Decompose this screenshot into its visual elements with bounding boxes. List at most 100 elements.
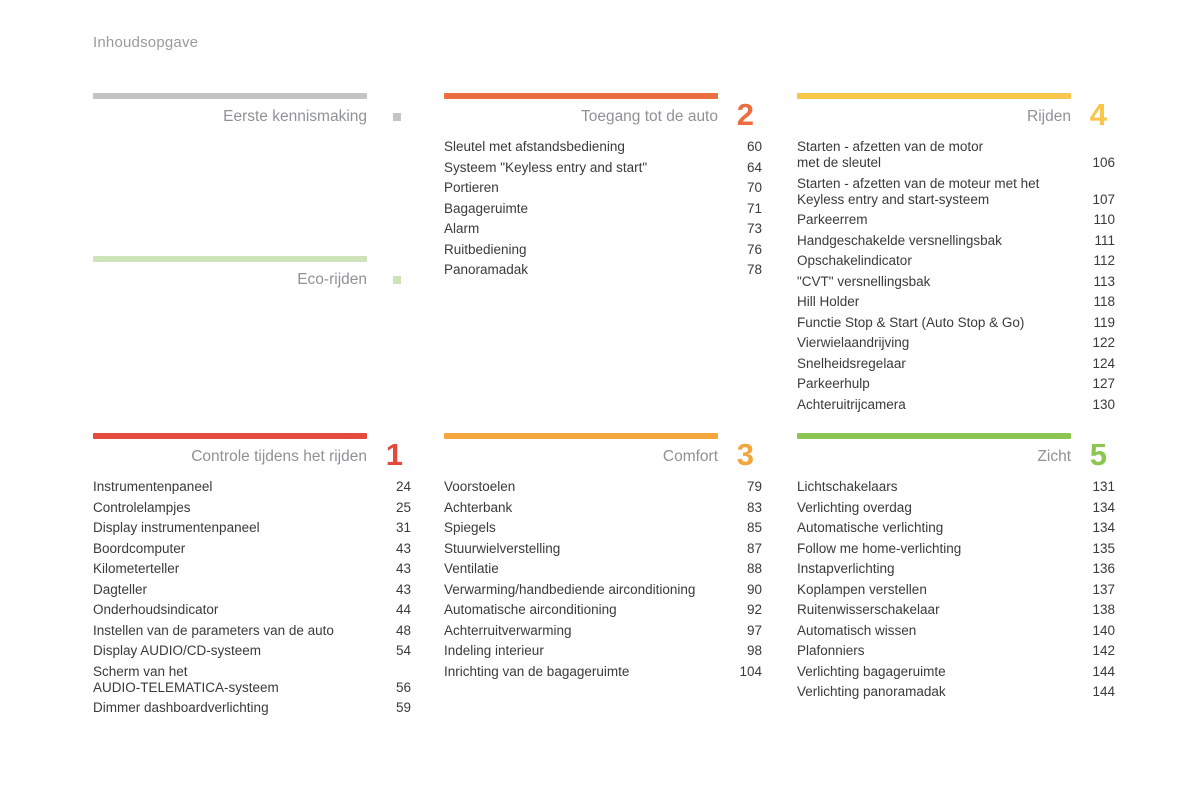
toc-entry: Sleutel met afstandsbediening 60	[444, 139, 762, 155]
toc-entry-page: 79	[746, 479, 762, 494]
toc-entry-label: Stuurwielverstelling	[444, 540, 561, 556]
toc-entry-label: Inrichting van de bagageruimte	[444, 663, 630, 679]
toc-entry-label: Functie Stop & Start (Auto Stop & Go)	[797, 314, 1025, 330]
toc-entry-page: 90	[746, 581, 762, 597]
toc-entry-page: 131	[1092, 479, 1115, 494]
toc-entry: Ruitenwisserschakelaar 138	[797, 602, 1115, 618]
toc-entry: Vierwielaandrijving 122	[797, 335, 1115, 351]
toc-entry: Dagteller 43	[93, 582, 411, 598]
toc-entry: Snelheidsregelaar 124	[797, 356, 1115, 372]
toc-entry-page: 127	[1092, 376, 1115, 391]
toc-entry-page: 104	[739, 663, 762, 679]
toc-entry: Kilometerteller 43	[93, 561, 411, 577]
section-accent-bar	[93, 93, 367, 99]
toc-entry: Hill Holder 118	[797, 294, 1115, 310]
toc-entry-label: Dimmer dashboardverlichting	[93, 700, 269, 715]
toc-entry-page: 134	[1092, 520, 1115, 535]
section-number: 4	[1089, 97, 1107, 132]
toc-entry-label: Boordcomputer	[93, 540, 186, 556]
toc-entry-label: Panoramadak	[444, 262, 529, 277]
toc-entry-label: Verwarming/handbediende airconditioning	[444, 581, 696, 597]
toc-entry: Starten - afzetten van de motor met de s…	[797, 139, 1115, 171]
toc-entry-page: 48	[395, 622, 411, 638]
toc-entry: Koplampen verstellen 137	[797, 582, 1115, 598]
section-rijden: Rijden 4 Starten - afzetten van de motor m…	[797, 93, 1129, 417]
toc-entry-page: 112	[1093, 253, 1115, 268]
toc-entry: Parkeerhulp 127	[797, 376, 1115, 392]
toc-entry: Achteruitrijcamera 130	[797, 397, 1115, 413]
toc-entry-label: Starten - afzetten van de motor met de s…	[797, 139, 984, 170]
toc-entry: Ruitbediening 76	[444, 242, 762, 258]
toc-entry: Stuurwielverstelling 87	[444, 541, 762, 557]
section-eco-rijden: Eco-rijden	[93, 256, 425, 290]
toc-entry-page: 78	[746, 262, 762, 277]
toc-entry: Functie Stop & Start (Auto Stop & Go) 119	[797, 315, 1115, 331]
toc-entry-label: Scherm van het AUDIO-TELEMATICA-systeem	[93, 663, 279, 695]
toc-entry-page: 85	[746, 520, 762, 535]
toc-entry-label: Display AUDIO/CD-systeem	[93, 643, 262, 658]
toc-entry: Verlichting panoramadak 144	[797, 684, 1115, 700]
section-title: Controle tijdens het rijden	[191, 448, 367, 465]
toc-entry-label: Koplampen verstellen	[797, 581, 927, 597]
section-title: Toegang tot de auto	[580, 108, 718, 125]
toc-entry-label: Ventilatie	[444, 561, 499, 576]
toc-entry-label: Voorstoelen	[444, 479, 516, 494]
toc-entry-page: 142	[1092, 643, 1115, 658]
toc-entry: Achterbank 83	[444, 500, 762, 516]
toc-entry-label: Ruitenwisserschakelaar	[797, 602, 940, 617]
toc-entry-page: 73	[746, 221, 762, 236]
section-number: 5	[1089, 437, 1107, 472]
toc-entry-label: "CVT" versnellingsbak	[797, 273, 931, 289]
section-accent-bar	[444, 433, 718, 439]
section-head: Controle tijdens het rijden 1	[93, 439, 403, 470]
section-head: Zicht 5	[797, 439, 1107, 470]
toc-entry-page: 97	[746, 622, 762, 638]
toc-entry-label: Automatisch wissen	[797, 622, 917, 638]
toc-entry: Plafonniers 142	[797, 643, 1115, 659]
toc-entry: Achterruitverwarming 97	[444, 623, 762, 639]
toc-entry-page: 64	[746, 159, 762, 175]
toc-entry-page: 92	[746, 602, 762, 617]
toc-entry-label: Spiegels	[444, 520, 496, 535]
toc-entry: Instellen van de parameters van de auto 4…	[93, 623, 411, 639]
toc-entry-label: Hill Holder	[797, 294, 860, 309]
toc-entry-page: 138	[1092, 602, 1115, 617]
toc-entry-label: Lichtschakelaars	[797, 479, 898, 494]
toc-entry-page: 140	[1092, 622, 1115, 638]
toc-entry: Verlichting bagageruimte 144	[797, 664, 1115, 680]
toc-entry-page: 110	[1093, 212, 1115, 227]
toc-entry: Opschakelindicator 112	[797, 253, 1115, 269]
toc-entry: Portieren 70	[444, 180, 762, 196]
toc-entry-page: 24	[395, 479, 411, 494]
toc-entry-label: Onderhoudsindicator	[93, 602, 219, 617]
toc-entry-label: Indeling interieur	[444, 643, 544, 658]
toc-entry-label: Systeem "Keyless entry and start"	[444, 159, 648, 175]
toc-entry-label: Sleutel met afstandsbediening	[444, 139, 625, 154]
toc-entry-label: Controlelampjes	[93, 499, 191, 515]
toc-entry-label: Achterruitverwarming	[444, 622, 572, 638]
section-entries: Lichtschakelaars 131 Verlichting overdag 13…	[797, 479, 1115, 700]
toc-entry-page: 76	[746, 241, 762, 257]
toc-entry: Display instrumentenpaneel 31	[93, 520, 411, 536]
toc-entry-page: 43	[395, 540, 411, 556]
toc-entry: Instapverlichting 136	[797, 561, 1115, 577]
toc-entry: Display AUDIO/CD-systeem 54	[93, 643, 411, 659]
section-head: Comfort 3	[444, 439, 754, 470]
toc-entry-page: 83	[746, 499, 762, 515]
toc-entry-label: Verlichting panoramadak	[797, 684, 946, 699]
toc-entry: Panoramadak 78	[444, 262, 762, 278]
toc-entry-label: Dagteller	[93, 581, 148, 597]
toc-entry: Boordcomputer 43	[93, 541, 411, 557]
toc-entry-label: Automatische airconditioning	[444, 602, 617, 617]
toc-entry-page: 71	[746, 200, 762, 216]
toc-entry-page: 31	[395, 520, 411, 535]
toc-entry-page: 135	[1092, 540, 1115, 556]
toc-entry-label: Automatische verlichting	[797, 520, 944, 535]
toc-entry-page: 106	[1092, 155, 1115, 170]
toc-entry: Automatisch wissen 140	[797, 623, 1115, 639]
toc-entry-page: 25	[395, 499, 411, 515]
toc-entry: Handgeschakelde versnellingsbak 111	[797, 233, 1115, 249]
toc-entry-label: Starten - afzetten van de moteur met het…	[797, 175, 1040, 207]
toc-entry-page: 144	[1092, 684, 1115, 699]
